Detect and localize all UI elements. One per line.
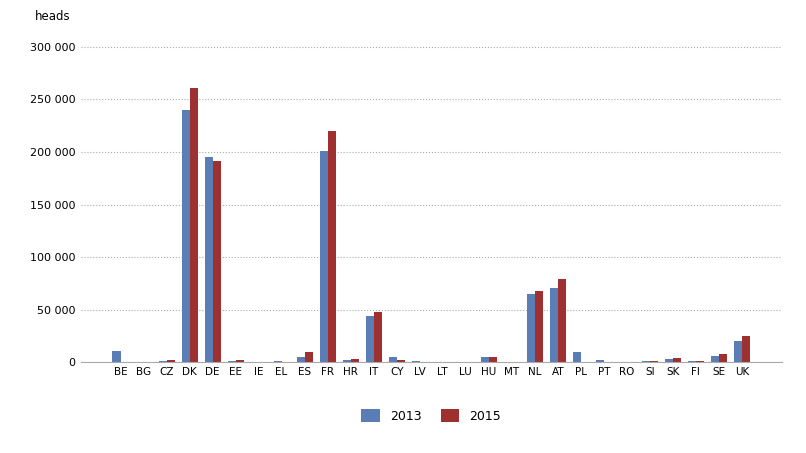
Bar [189, 88, 197, 362]
Bar [534, 291, 542, 362]
Bar [205, 157, 213, 362]
Bar [305, 352, 313, 362]
Bar [328, 131, 336, 362]
Bar [366, 316, 374, 362]
Bar [213, 161, 221, 362]
Bar [573, 352, 581, 362]
Bar [235, 360, 243, 362]
Bar [550, 288, 558, 362]
Bar [642, 361, 650, 362]
Bar [351, 359, 359, 362]
Bar [320, 151, 328, 362]
Bar [733, 342, 742, 362]
Bar [480, 357, 488, 362]
Bar [711, 356, 719, 362]
Text: heads: heads [35, 10, 71, 23]
Bar [113, 351, 121, 362]
Legend: 2013, 2015: 2013, 2015 [356, 404, 506, 428]
Bar [688, 361, 696, 362]
Bar [343, 360, 351, 362]
Bar [719, 354, 727, 362]
Bar [558, 280, 566, 362]
Bar [227, 361, 235, 362]
Bar [650, 361, 658, 362]
Bar [696, 361, 704, 362]
Bar [397, 360, 405, 362]
Bar [273, 361, 281, 362]
Bar [412, 361, 420, 362]
Bar [526, 294, 534, 362]
Bar [673, 358, 681, 362]
Bar [181, 110, 189, 362]
Bar [374, 312, 382, 362]
Bar [388, 357, 397, 362]
Bar [596, 360, 604, 362]
Bar [167, 360, 175, 362]
Bar [665, 359, 673, 362]
Bar [159, 361, 167, 362]
Bar [488, 357, 496, 362]
Bar [742, 336, 750, 362]
Bar [297, 357, 305, 362]
